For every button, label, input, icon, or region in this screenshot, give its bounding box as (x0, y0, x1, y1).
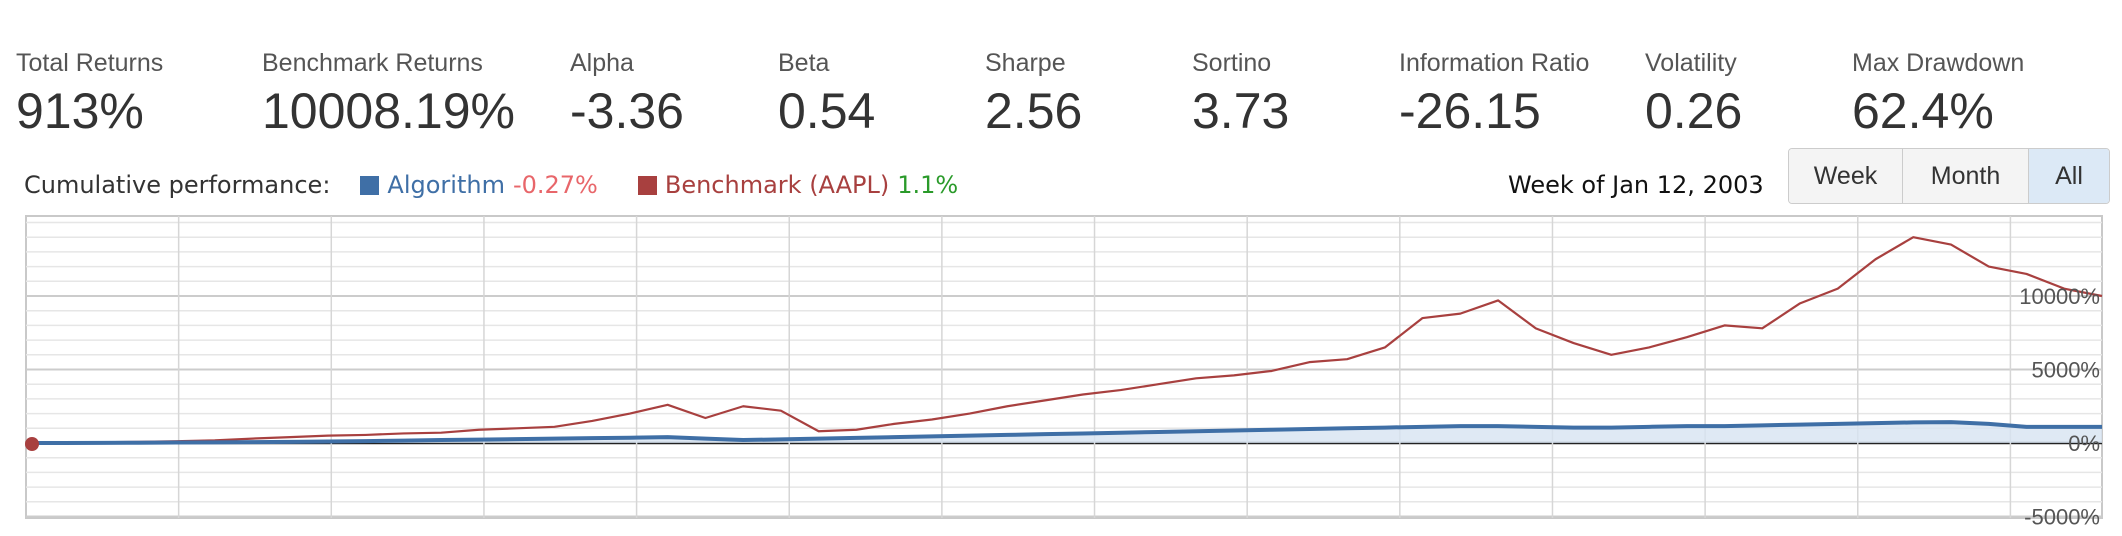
stat-value: -3.36 (570, 83, 684, 139)
stat-label: Alpha (570, 49, 634, 77)
stat-value: 2.56 (985, 83, 1083, 139)
y-tick-label: 0% (2068, 431, 2100, 456)
stat-max-drawdown: Max Drawdown 62.4% (1852, 48, 2024, 140)
range-all-button[interactable]: All (2029, 149, 2109, 203)
stat-value: 3.73 (1192, 83, 1290, 139)
chart-legend: Cumulative performance: Algorithm -0.27%… (24, 168, 998, 202)
y-tick-label: -5000% (2024, 505, 2100, 530)
range-selector: Week Month All (1788, 148, 2110, 204)
stat-sharpe: Sharpe 2.56 (985, 48, 1082, 140)
benchmark-series-line (25, 236, 2103, 445)
stat-total-returns: Total Returns 913% (16, 48, 163, 140)
stat-sortino: Sortino 3.73 (1192, 48, 1289, 140)
stat-value: 62.4% (1852, 83, 1994, 139)
stat-benchmark-returns: Benchmark Returns 10008.19% (262, 48, 515, 140)
legend-algorithm-name[interactable]: Algorithm (387, 171, 505, 199)
algorithm-area (26, 422, 2102, 443)
range-month-button[interactable]: Month (1903, 149, 2029, 203)
stat-label: Max Drawdown (1852, 49, 2025, 77)
stat-information-ratio: Information Ratio -26.15 (1399, 48, 1589, 140)
stat-label: Sharpe (985, 49, 1066, 77)
stat-label: Information Ratio (1399, 49, 1590, 77)
stat-value: -26.15 (1399, 83, 1541, 139)
stat-beta: Beta 0.54 (778, 48, 875, 140)
range-week-button[interactable]: Week (1789, 149, 1903, 203)
algorithm-series-line (26, 420, 2102, 445)
y-tick-label: 5000% (2031, 358, 2100, 383)
stat-value: 0.54 (778, 83, 876, 139)
stat-label: Volatility (1645, 49, 1737, 77)
start-point-marker (25, 437, 39, 451)
stat-label: Sortino (1192, 49, 1272, 77)
legend-algorithm-change: -0.27% (512, 171, 598, 199)
stat-volatility: Volatility 0.26 (1645, 48, 1742, 140)
stat-label: Benchmark Returns (262, 49, 483, 77)
legend-benchmark-name[interactable]: Benchmark (AAPL) (664, 171, 890, 199)
stat-alpha: Alpha -3.36 (570, 48, 684, 140)
stat-value: 10008.19% (262, 83, 516, 139)
legend-title: Cumulative performance: (24, 171, 331, 199)
stat-label: Beta (778, 49, 830, 77)
y-tick-label: 10000% (2019, 284, 2100, 309)
algorithm-swatch (360, 175, 380, 195)
stat-value: 913% (16, 83, 144, 139)
period-label: Week of Jan 12, 2003 (1508, 171, 1764, 199)
legend-benchmark-change: 1.1% (897, 171, 959, 199)
benchmark-swatch (637, 175, 657, 195)
stat-value: 0.26 (1645, 83, 1743, 139)
stat-label: Total Returns (16, 49, 164, 77)
